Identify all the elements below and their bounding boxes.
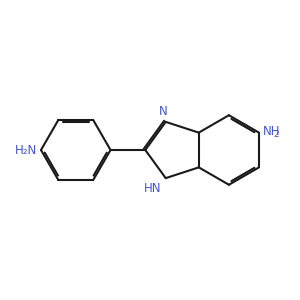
Text: NH: NH bbox=[262, 125, 280, 138]
Text: H₂N: H₂N bbox=[15, 143, 38, 157]
Text: HN: HN bbox=[144, 182, 162, 195]
Text: N: N bbox=[159, 105, 168, 119]
Text: 2: 2 bbox=[273, 130, 278, 139]
